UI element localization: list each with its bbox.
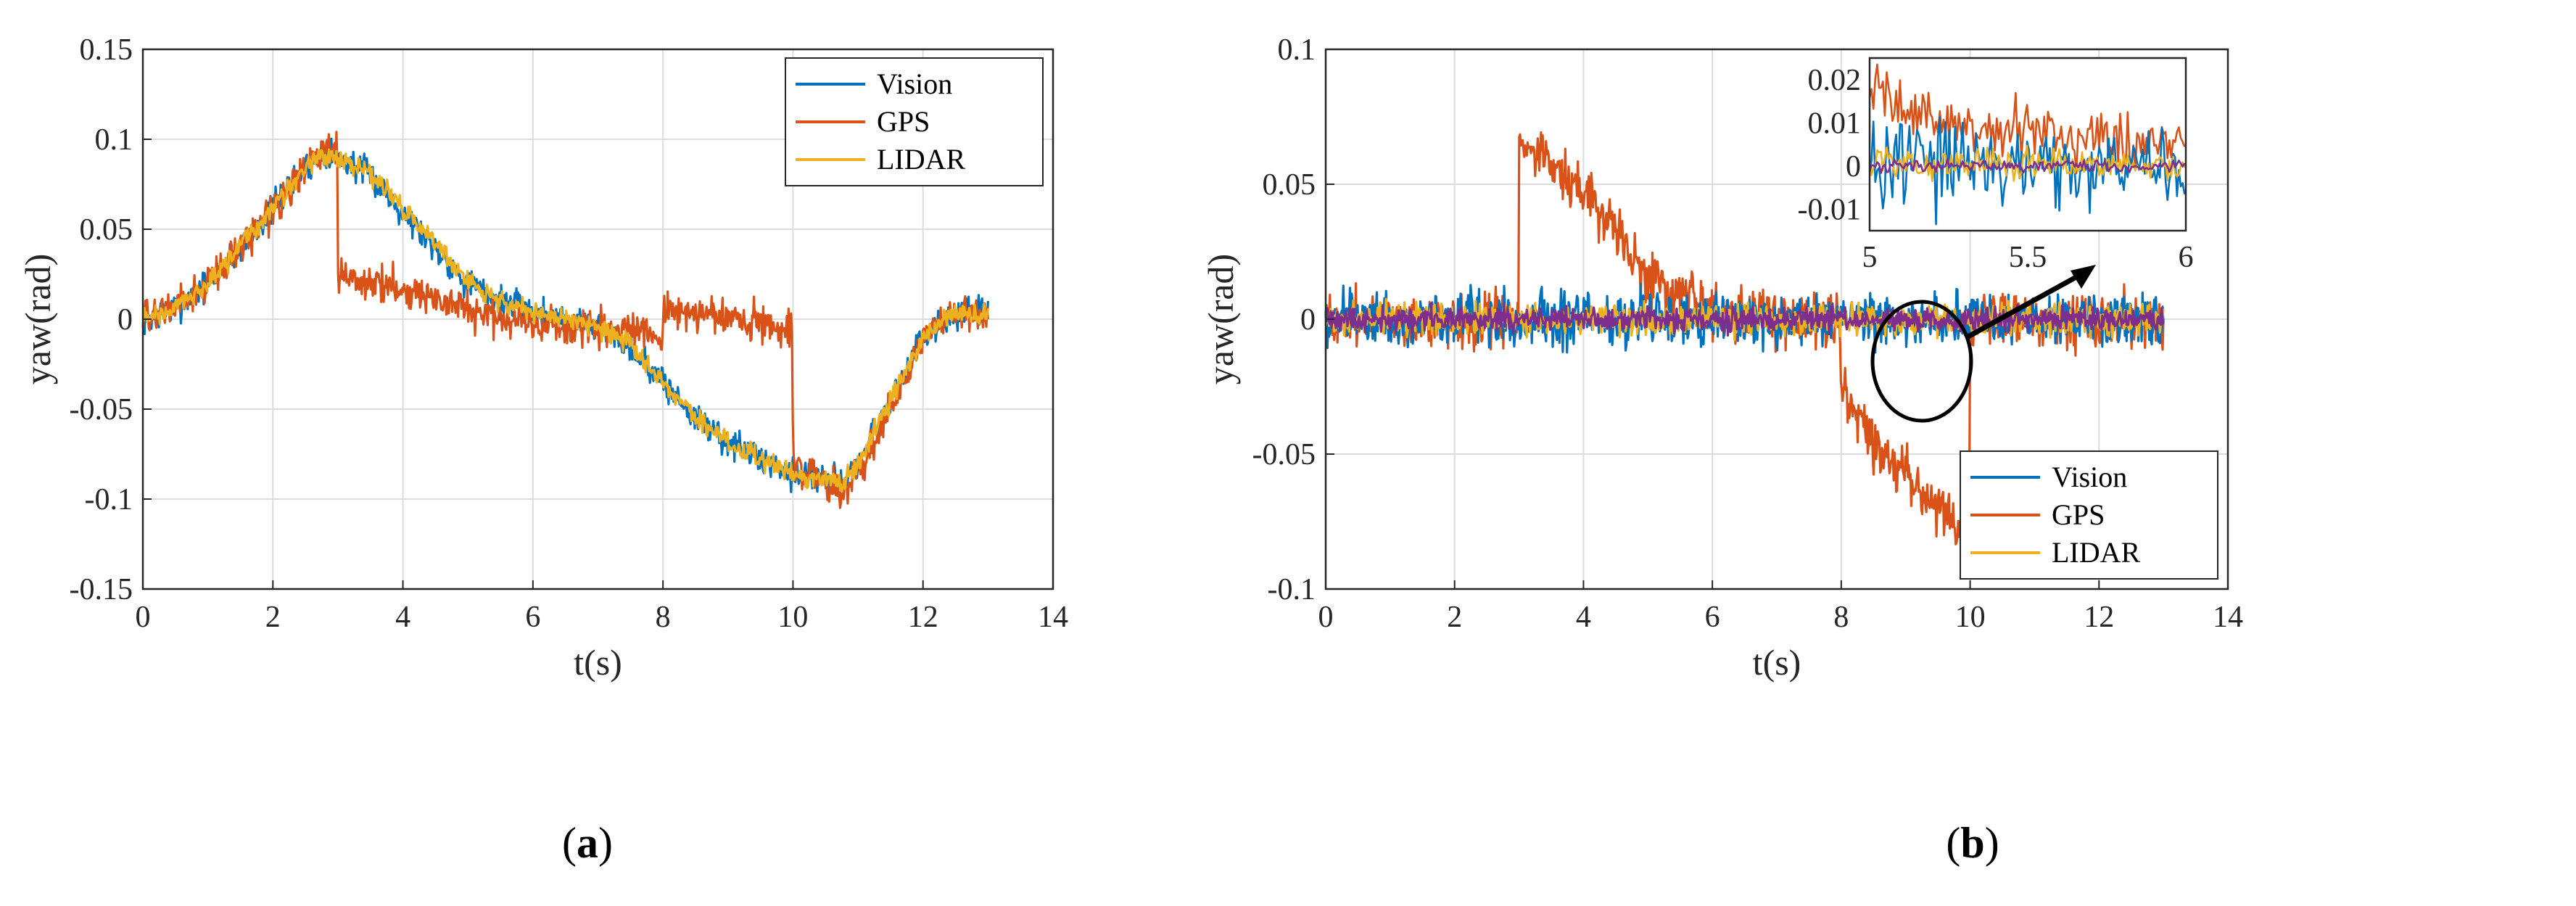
tick-labels: 0 2 4 6 8 10 12 14 -0.1 -0.05 0 0.05 0.1	[1252, 33, 2244, 634]
legend-label-vision: Vision	[2052, 461, 2127, 493]
y-tick-label: -0.05	[70, 393, 133, 427]
panel-label-close-paren: )	[1985, 819, 1999, 867]
y-tick-label: -0.05	[1252, 438, 1316, 471]
inset-tick-labels: 5 5.5 6 -0.01 0 0.01 0.02	[1798, 64, 2194, 274]
inset-y-tick-label: -0.01	[1798, 193, 1862, 226]
x-tick-label: 6	[1705, 601, 1720, 634]
legend: Vision GPS LIDAR	[1960, 450, 2218, 580]
x-tick-label: 12	[2084, 601, 2114, 634]
chart-panel-a: 0 2 4 6 8 10 12 14 -0.15 -0.1 -0.05 0 0.05 0.1 0.15 t(…	[17, 33, 1068, 867]
x-tick-label: 8	[1833, 601, 1849, 634]
y-tick-label: 0	[1300, 303, 1316, 337]
x-tick-label: 10	[777, 601, 808, 634]
chart-panel-b: 0 2 4 6 8 10 12 14 -0.1 -0.05 0 0.05 0.1 t(s) yaw(ra…	[1200, 33, 2243, 867]
series-lines	[1324, 131, 2165, 550]
y-tick-label: 0.1	[95, 123, 133, 157]
inset-y-tick-label: 0.02	[1808, 64, 1862, 97]
y-tick-label: 0.1	[1278, 33, 1316, 67]
x-tick-label: 10	[1955, 601, 1986, 634]
x-tick-label: 0	[1318, 601, 1334, 634]
y-axis-label: yaw(rad)	[17, 254, 58, 384]
y-tick-label: -0.1	[1268, 573, 1316, 606]
y-tick-label: -0.1	[85, 483, 133, 516]
panel-label-close-paren: )	[598, 819, 613, 867]
inset-series-line-fused	[1868, 157, 2186, 174]
zoom-arrow	[1965, 271, 2083, 340]
x-tick-label: 4	[1576, 601, 1591, 634]
x-axis-label: t(s)	[574, 642, 622, 683]
x-tick-label: 0	[136, 601, 151, 634]
legend: Vision GPS LIDAR	[785, 57, 1044, 186]
y-axis-label: yaw(rad)	[1200, 254, 1241, 384]
x-tick-label: 4	[395, 601, 410, 634]
legend-label-lidar: LIDAR	[2052, 536, 2141, 569]
legend-label-lidar: LIDAR	[877, 143, 966, 176]
legend-label-vision: Vision	[877, 67, 952, 100]
y-tick-label: -0.15	[70, 573, 133, 606]
x-tick-label: 2	[1447, 601, 1462, 634]
y-tick-label: 0	[117, 303, 133, 337]
panel-label-letter: a	[577, 819, 598, 867]
panel-label-open-paren: (	[562, 819, 577, 867]
x-tick-label: 14	[1038, 601, 1068, 634]
x-tick-label: 6	[525, 601, 540, 634]
series-line-lidar	[141, 148, 989, 493]
panel-label-open-paren: (	[1946, 819, 1960, 867]
tick-labels: 0 2 4 6 8 10 12 14 -0.15 -0.1 -0.05 0 0.05 0.1 0.15	[70, 33, 1069, 634]
inset-y-tick-label: 0.01	[1808, 107, 1862, 140]
legend-label-gps: GPS	[877, 105, 930, 138]
y-tick-label: 0.05	[80, 213, 133, 247]
inset-series-line-vision	[1868, 116, 2186, 226]
y-tick-label: 0.05	[1263, 168, 1316, 202]
x-axis-label: t(s)	[1753, 642, 1801, 683]
legend-label-gps: GPS	[2052, 498, 2105, 531]
y-tick-label: 0.15	[80, 33, 133, 67]
series-line-fused	[1325, 302, 2165, 337]
panel-label-b: (b)	[1946, 819, 1999, 867]
inset-x-tick-label: 5	[1862, 241, 1878, 274]
x-tick-label: 2	[265, 601, 281, 634]
x-tick-label: 12	[908, 601, 938, 634]
inset-y-tick-label: 0	[1846, 150, 1861, 184]
inset-plot-box	[1868, 57, 2187, 232]
inset-series-lines	[1868, 63, 2186, 226]
series-line-gps	[141, 131, 989, 509]
inset-series-line-lidar	[1868, 144, 2186, 182]
zoom-circle	[1870, 300, 1973, 423]
x-tick-label: 14	[2213, 601, 2243, 634]
x-tick-label: 8	[656, 601, 671, 634]
inset-x-tick-label: 5.5	[2009, 241, 2047, 274]
inset-chart: 5 5.5 6 -0.01 0 0.01 0.02	[1798, 57, 2194, 274]
panel-label-letter: b	[1960, 819, 1984, 867]
series-lines	[141, 131, 989, 509]
inset-x-tick-label: 6	[2179, 241, 2194, 274]
zoom-arrowhead	[2071, 265, 2096, 289]
panel-label-a: (a)	[562, 819, 613, 867]
